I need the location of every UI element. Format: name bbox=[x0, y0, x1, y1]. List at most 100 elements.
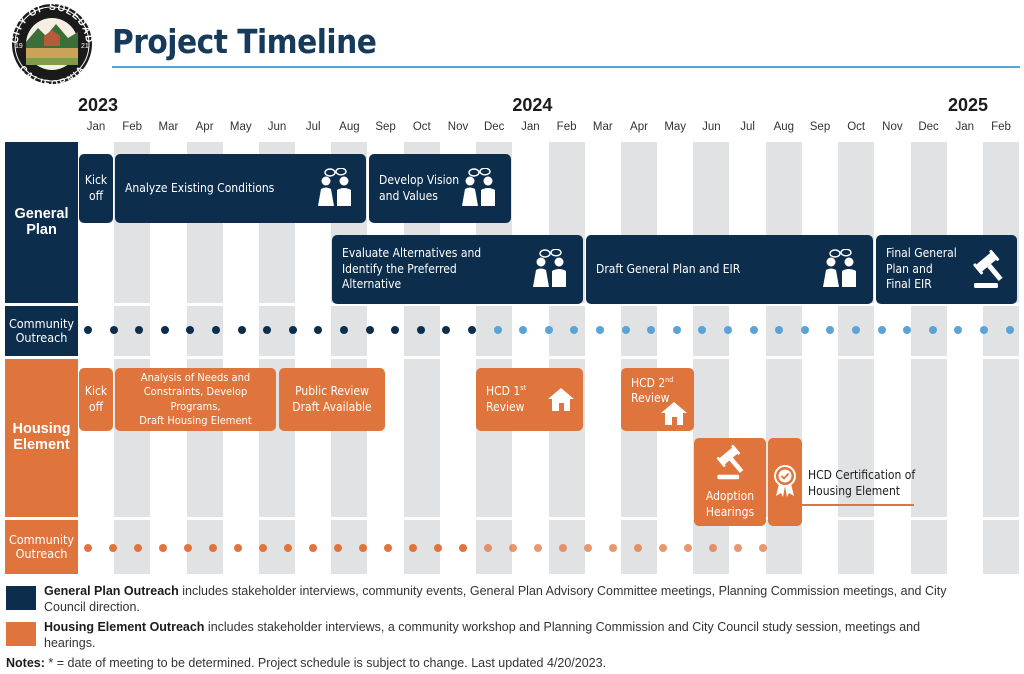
outreach-dot bbox=[212, 326, 220, 334]
gp-draft-plan-bar: Draft General Plan and EIR bbox=[586, 235, 873, 304]
outreach-dot bbox=[519, 326, 528, 334]
month-label: Apr bbox=[195, 121, 214, 133]
outreach-dot bbox=[359, 544, 367, 552]
month-label: Jan bbox=[86, 121, 106, 133]
month-label: Jan bbox=[521, 121, 540, 133]
month-label: Oct bbox=[847, 121, 866, 133]
month-label: Jun bbox=[702, 121, 721, 133]
outreach-dot bbox=[484, 544, 492, 552]
legend-gp-text: General Plan Outreach includes stakehold… bbox=[44, 584, 974, 615]
he-certification-underline bbox=[774, 504, 914, 506]
he-analysis-label: Analysis of Needs and Constraints, Devel… bbox=[139, 371, 252, 427]
month-label: May bbox=[229, 121, 252, 133]
outreach-dot bbox=[559, 544, 567, 552]
logo-left-year: 19 bbox=[15, 43, 23, 50]
band-separator bbox=[0, 517, 1020, 520]
row-label-he-community-outreach: Community Outreach bbox=[5, 520, 78, 574]
outreach-dot bbox=[314, 326, 323, 334]
outreach-dot bbox=[596, 326, 604, 334]
legend-swatch-he bbox=[6, 622, 36, 646]
month-label: Mar bbox=[592, 121, 613, 133]
outreach-dot bbox=[309, 544, 317, 552]
month-label: Jan bbox=[955, 121, 975, 133]
gp-final-plan-label: Final General Plan and Final EIR bbox=[886, 246, 957, 292]
month-label: Sep bbox=[375, 121, 396, 133]
he-certification-label: HCD Certification of Housing Element bbox=[808, 468, 916, 498]
he-public-review-bar: Public Review Draft Available bbox=[279, 368, 385, 431]
outreach-dot bbox=[160, 326, 169, 334]
outreach-dot bbox=[409, 544, 417, 552]
outreach-dot bbox=[365, 326, 374, 334]
hcd2-superscript: nd bbox=[665, 376, 674, 384]
month-label: Dec bbox=[918, 121, 939, 133]
outreach-dot bbox=[826, 326, 835, 334]
people-icon bbox=[457, 168, 503, 210]
row-label-general-plan: General Plan bbox=[5, 142, 78, 303]
gp-vision-values-bar: Develop Vision and Values bbox=[369, 154, 511, 223]
outreach-dot bbox=[534, 544, 542, 552]
notes-text: * = date of meeting to be determined. Pr… bbox=[44, 656, 607, 670]
month-label: Nov bbox=[882, 121, 903, 133]
month-label: May bbox=[664, 121, 687, 133]
outreach-dot bbox=[570, 326, 579, 334]
hcd1-superscript: st bbox=[520, 384, 527, 393]
legend-gp-bold: General Plan Outreach bbox=[44, 584, 179, 598]
outreach-dot bbox=[134, 544, 142, 552]
legend-swatch-gp bbox=[6, 586, 36, 610]
outreach-dot bbox=[84, 326, 92, 334]
outreach-dot bbox=[749, 326, 758, 334]
he-kickoff-bar: Kick off bbox=[79, 368, 113, 431]
outreach-dot bbox=[334, 544, 342, 552]
outreach-dot bbox=[621, 326, 630, 334]
outreach-dot bbox=[609, 544, 617, 552]
outreach-dot bbox=[442, 326, 451, 334]
outreach-dot bbox=[416, 326, 425, 334]
outreach-dot bbox=[109, 544, 117, 552]
logo-right-year: 21 bbox=[81, 43, 89, 50]
month-label: Aug bbox=[339, 121, 360, 133]
outreach-dot bbox=[928, 326, 937, 334]
outreach-dot bbox=[209, 544, 217, 552]
band-separator bbox=[0, 356, 1020, 359]
people-icon bbox=[313, 168, 359, 210]
legend-gp-description: includes stakeholder interviews, communi… bbox=[44, 584, 947, 614]
band-separator bbox=[0, 303, 1020, 306]
he-kickoff-label: Kick off bbox=[84, 384, 108, 414]
year-label: 2025 bbox=[948, 95, 989, 115]
outreach-dot bbox=[84, 544, 92, 552]
house-icon bbox=[659, 399, 689, 427]
outreach-dot bbox=[1005, 326, 1014, 334]
outreach-dot bbox=[903, 326, 912, 334]
gp-alternatives-label: Evaluate Alternatives and Identify the P… bbox=[342, 246, 482, 292]
gp-kickoff-bar: Kick off bbox=[79, 154, 113, 223]
month-label: Jul bbox=[305, 121, 321, 133]
hcd2-label: HCD 2 bbox=[631, 376, 666, 390]
he-adoption-bar: Adoption Hearings bbox=[694, 438, 766, 526]
month-label: Feb bbox=[556, 121, 577, 133]
month-label: Apr bbox=[630, 121, 648, 133]
legend-he-text: Housing Element Outreach includes stakeh… bbox=[44, 620, 974, 651]
house-icon bbox=[546, 385, 576, 413]
month-label: Nov bbox=[447, 121, 469, 133]
month-label: Dec bbox=[483, 121, 505, 133]
gp-kickoff-label: Kick off bbox=[84, 173, 108, 203]
gp-alternatives-bar: Evaluate Alternatives and Identify the P… bbox=[332, 235, 583, 304]
outreach-dot bbox=[259, 544, 267, 552]
outreach-dot bbox=[237, 326, 246, 334]
outreach-dot bbox=[684, 544, 692, 552]
outreach-dot bbox=[288, 326, 297, 334]
city-seal-logo: CITY OF SOLEDAD CALIFORNIA 19 21 bbox=[4, 2, 100, 89]
outreach-dot bbox=[184, 544, 192, 552]
he-hcd2-review-label: HCD 2nd Review bbox=[631, 376, 673, 407]
outreach-dot bbox=[186, 326, 195, 334]
notes: Notes: * = date of meeting to be determi… bbox=[6, 656, 606, 670]
outreach-dot bbox=[724, 326, 732, 334]
legend-he-bold: Housing Element Outreach bbox=[44, 620, 205, 634]
outreach-dot bbox=[493, 326, 502, 334]
outreach-dot bbox=[980, 326, 988, 334]
month-label: Jul bbox=[740, 121, 755, 133]
he-hcd1-review-bar: HCD 1st Review bbox=[476, 368, 583, 431]
outreach-dot bbox=[709, 544, 717, 552]
he-adoption-label: Adoption Hearings bbox=[705, 489, 755, 519]
hcd1-label: HCD 1 bbox=[486, 384, 521, 399]
